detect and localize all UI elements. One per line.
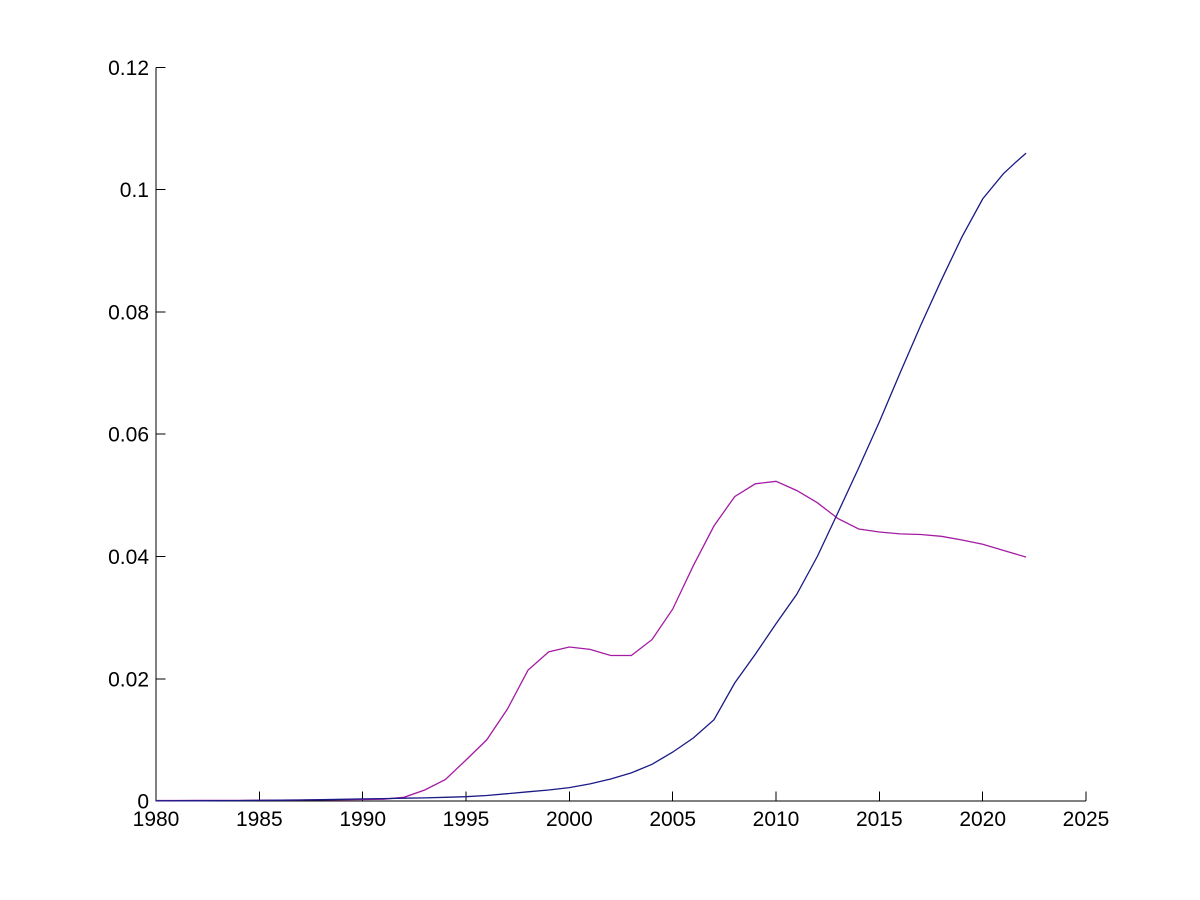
- svg-text:0.1: 0.1: [120, 179, 149, 202]
- svg-text:2005: 2005: [649, 808, 696, 831]
- svg-text:0.06: 0.06: [108, 424, 149, 447]
- svg-text:2015: 2015: [856, 808, 903, 831]
- svg-text:2010: 2010: [753, 808, 800, 831]
- svg-text:2000: 2000: [546, 808, 593, 831]
- svg-text:1995: 1995: [443, 808, 490, 831]
- svg-text:2025: 2025: [1063, 808, 1110, 831]
- svg-text:0.12: 0.12: [108, 57, 149, 80]
- svg-text:0.04: 0.04: [108, 546, 149, 569]
- svg-text:0.08: 0.08: [108, 302, 149, 325]
- svg-text:0.02: 0.02: [108, 668, 149, 691]
- svg-text:2020: 2020: [959, 808, 1006, 831]
- svg-text:1980: 1980: [133, 808, 180, 831]
- svg-text:1985: 1985: [236, 808, 283, 831]
- svg-text:0: 0: [137, 791, 149, 814]
- svg-text:1990: 1990: [339, 808, 386, 831]
